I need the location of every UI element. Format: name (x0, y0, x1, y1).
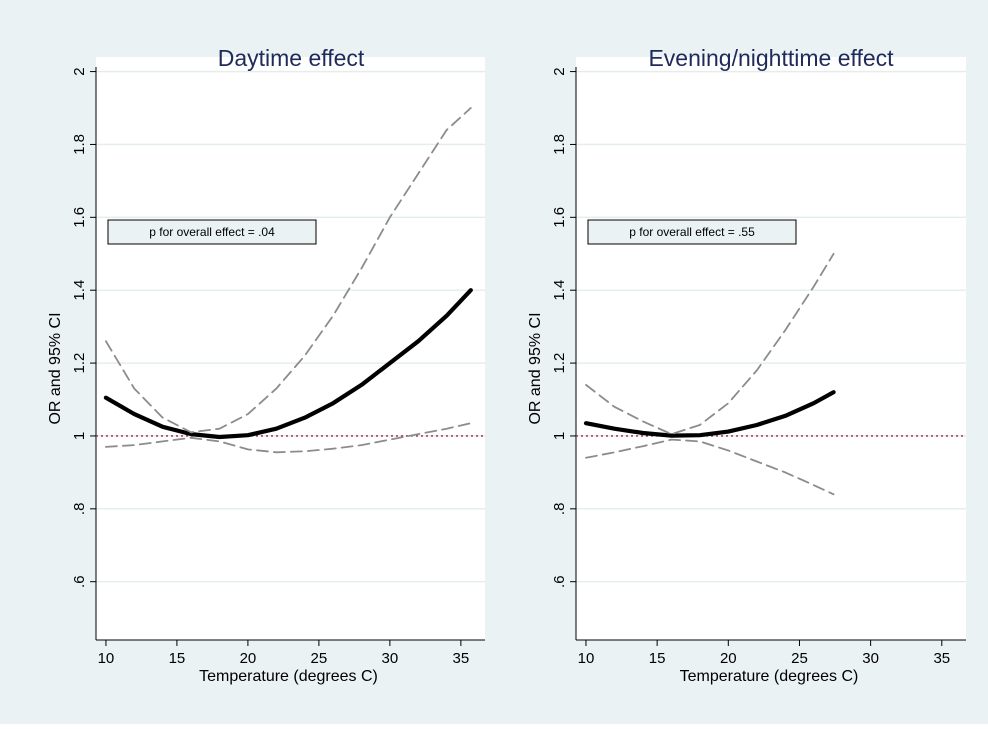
lower-ci-line (585, 438, 835, 496)
x-tick-label: 30 (382, 650, 399, 667)
y-tick-label: 1.2 (551, 353, 568, 374)
x-tick-label: 25 (311, 650, 328, 667)
x-axis-label: Temperature (degrees C) (199, 668, 378, 685)
y-tick-label: 1.2 (71, 353, 88, 374)
y-axis-label: OR and 95% CI (527, 312, 544, 424)
x-tick-label: 10 (578, 650, 595, 667)
upper-ci-line (105, 107, 472, 434)
estimate-line (583, 390, 836, 438)
annotation-text: p for overall effect = .55 (629, 225, 755, 239)
chart-panel-2: .6 .8 1 1.2 1.4 1.6 1.8 2 10 15 20 25 30 35 p for over… (527, 45, 966, 685)
annotation-box (107, 219, 317, 245)
chart-title: Evening/nighttime effect (648, 45, 894, 71)
y-tick-label: 1 (71, 432, 88, 440)
x-tick-label: 30 (862, 650, 879, 667)
x-tick-label: 20 (240, 650, 257, 667)
x-tick-label: 15 (169, 650, 186, 667)
y-tick-label: 1.8 (551, 134, 568, 155)
x-tick-label: 20 (720, 650, 737, 667)
x-axis-label: Temperature (degrees C) (680, 668, 859, 685)
upper-ci-line (585, 252, 835, 436)
y-tick-label: 1 (551, 432, 568, 440)
y-tick-label: .6 (551, 575, 568, 588)
y-tick-label: 1.4 (71, 280, 88, 301)
y-tick-label: 2 (71, 67, 88, 75)
chart-panel-1: .6 .8 1 1.2 1.4 1.6 1.8 2 10 15 20 25 30 35 p for over… (47, 45, 485, 685)
annotation-box (587, 219, 797, 245)
annotation-text: p for overall effect = .04 (149, 225, 275, 239)
x-tick-label: 15 (649, 650, 666, 667)
plot-area (96, 57, 485, 640)
lower-ci-line (105, 422, 472, 454)
x-tick-label: 25 (791, 650, 808, 667)
y-tick-label: 1.6 (551, 207, 568, 228)
chart-title: Daytime effect (218, 45, 365, 71)
x-tick-label: 35 (453, 650, 470, 667)
x-tick-label: 35 (933, 650, 950, 667)
estimate-line (103, 288, 473, 440)
y-tick-label: .6 (71, 575, 88, 588)
y-axis-label: OR and 95% CI (47, 312, 64, 424)
y-tick-label: 1.8 (71, 134, 88, 155)
x-tick-label: 10 (98, 650, 115, 667)
y-tick-label: 2 (551, 67, 568, 75)
y-tick-label: .8 (71, 503, 88, 516)
y-tick-label: 1.4 (551, 280, 568, 301)
y-tick-label: 1.6 (71, 207, 88, 228)
plot-area (576, 57, 966, 640)
y-tick-label: .8 (551, 503, 568, 516)
